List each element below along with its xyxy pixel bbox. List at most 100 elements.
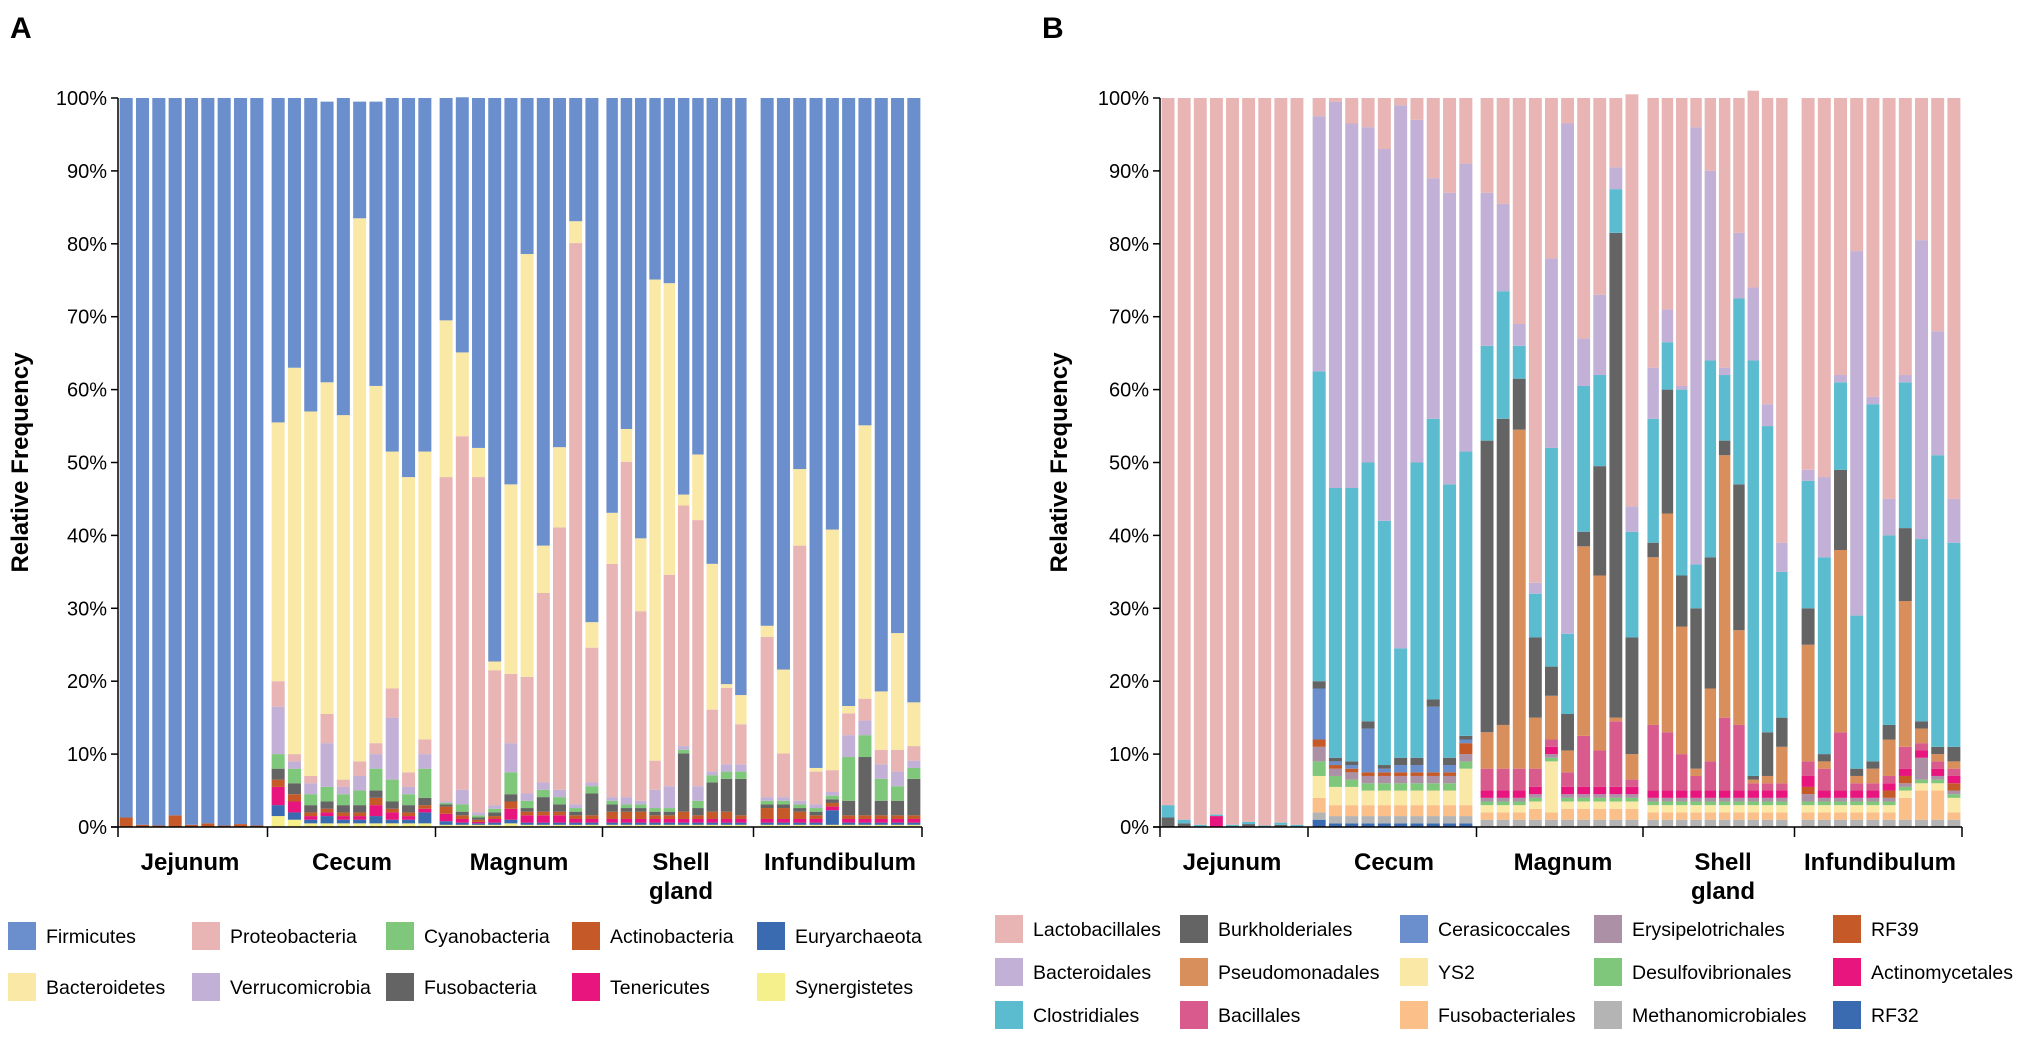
panel-a-chart: A Relative Frequency 0% 10% 20% 30% 40% 50% 60% 7…	[7, 12, 923, 1001]
bar-segment-cecum-5-bacteroidetes	[336, 415, 350, 780]
bar-segment-shell-gland-7-burkholderiales	[1733, 484, 1745, 631]
bar-segment-shell-gland-6-erysipelotrichales	[1718, 797, 1731, 802]
bar-segment-magnum-5-firmicutes	[504, 98, 518, 485]
bar-segment-shell-gland-9-proteobacteria	[720, 687, 733, 765]
bar-segment-shell-gland-9-desulfovibrionales	[1761, 801, 1774, 806]
bar-segment-cecum-7-tenericutes	[369, 805, 383, 817]
bar-segment-magnum-4-cyanobacteria	[488, 808, 502, 813]
bar-segment-infundibulum-7-clostridiales	[1898, 382, 1912, 529]
bar-segment-cecum-5-ys2	[1377, 790, 1391, 806]
bar-segment-magnum-9-fusobacteria	[569, 811, 583, 816]
legend-swatch-actinobacteria	[572, 922, 600, 950]
bar-segment-infundibulum-3-pseudomonadales	[1834, 549, 1847, 733]
bar-segment-shell-gland-1-actinomycetales	[1647, 790, 1659, 798]
bar-segment-shell-gland-8-cyanobacteria	[706, 775, 718, 783]
bar-segment-shell-gland-8-burkholderiales	[1747, 775, 1759, 780]
y-tick-label: 30%	[67, 598, 107, 620]
bar-segment-infundibulum-10-clostridiales	[1947, 542, 1961, 747]
bar-segment-shell-gland-9-cyanobacteria	[720, 771, 733, 779]
legend-swatch-burkholderiales	[1180, 915, 1208, 943]
y-tick-label: 20%	[1109, 671, 1149, 693]
bar-segment-shell-gland-4-bacillales	[1690, 775, 1702, 791]
bar-segment-magnum-5-cyanobacteria	[504, 772, 518, 795]
bar-segment-cecum-2-synergistetes	[287, 819, 301, 827]
bar-segment-jejunum-6-clostridiales	[1242, 821, 1256, 825]
bar-segment-magnum-5-methanomicrobiales	[1545, 819, 1558, 827]
legend-label-tenericutes: Tenericutes	[610, 977, 710, 999]
bar-segment-cecum-8-desulfovibrionales	[1426, 783, 1440, 791]
bar-segment-shell-gland-3-pseudomonadales	[1676, 626, 1688, 755]
legend-swatch-rf39	[1833, 915, 1861, 943]
bar-segment-shell-gland-1-proteobacteria	[606, 563, 618, 798]
bar-segment-magnum-2-methanomicrobiales	[1496, 819, 1510, 827]
bar-segment-cecum-3-desulfovibrionales	[1345, 779, 1359, 787]
bar-segment-shell-gland-9-verrucomicrobia	[720, 764, 733, 772]
bar-segment-infundibulum-5-verrucomicrobia	[825, 792, 839, 796]
bar-segment-shell-gland-6-lactobacillales	[1718, 98, 1731, 368]
bar-segment-shell-gland-1-bacteroidales	[1647, 367, 1659, 419]
bar-segment-magnum-1-bacteroidetes	[439, 320, 453, 478]
bar-segment-cecum-10-fusobacteriales	[1459, 805, 1473, 817]
bar-segment-cecum-2-bacteroidales	[1328, 101, 1342, 489]
bar-segment-infundibulum-4-synergistetes	[809, 824, 823, 827]
legend-label-euryarchaeota: Euryarchaeota	[795, 926, 922, 948]
bar-segment-shell-gland-6-ys2	[1718, 805, 1731, 813]
bar-segment-magnum-9-burkholderiales	[1609, 232, 1623, 718]
bar-segment-magnum-4-desulfovibrionales	[1528, 797, 1542, 802]
bar-segment-infundibulum-9-bacteroidales	[1931, 331, 1945, 456]
bar-segment-shell-gland-2-bacteroidetes	[620, 428, 633, 462]
bar-segment-shell-gland-10-actinobacteria	[735, 815, 747, 819]
bar-segment-infundibulum-3-actinobacteria	[793, 811, 807, 819]
bar-segment-magnum-8-cyanobacteria	[553, 797, 566, 805]
bar-segment-infundibulum-7-synergistetes	[858, 824, 872, 827]
y-tick-label: 80%	[1109, 234, 1149, 256]
bar-segment-magnum-5-proteobacteria	[504, 673, 518, 744]
bar-segment-cecum-1-synergistetes	[271, 816, 285, 827]
bar-segment-cecum-3-lactobacillales	[1345, 98, 1359, 124]
bar-segment-cecum-2-ys2	[1328, 786, 1342, 806]
bar-segment-infundibulum-5-methanomicrobiales	[1866, 819, 1880, 827]
y-tick-label: 0%	[78, 817, 107, 839]
bar-segment-magnum-6-pseudomonadales	[1561, 750, 1574, 773]
bar-segment-jejunum-1-firmicutes	[119, 98, 133, 818]
bar-segment-shell-gland-4-proteobacteria	[649, 760, 661, 790]
bar-segment-magnum-5-bacteroidales	[1545, 258, 1558, 448]
bar-segment-cecum-10-tenericutes	[418, 808, 432, 813]
bar-segment-cecum-4-bacteroidales	[1361, 127, 1375, 463]
bar-segment-infundibulum-9-burkholderiales	[1931, 746, 1945, 755]
bar-segment-cecum-6-desulfovibrionales	[1394, 783, 1408, 791]
bar-segment-shell-gland-10-verrucomicrobia	[735, 764, 747, 772]
bar-segment-infundibulum-6-bacteroidales	[1882, 498, 1896, 536]
bar-segment-infundibulum-6-euryarchaeota	[842, 822, 856, 825]
bar-segment-shell-gland-7-tenericutes	[692, 818, 704, 823]
bar-segment-magnum-7-actinobacteria	[536, 811, 550, 816]
bar-segment-magnum-8-methanomicrobiales	[1593, 819, 1607, 827]
bar-segment-infundibulum-1-rf39	[1801, 786, 1815, 795]
bar-segment-magnum-1-cyanobacteria	[439, 802, 453, 805]
legend-label-clostridiales: Clostridiales	[1033, 1005, 1139, 1027]
bar-segment-cecum-7-proteobacteria	[369, 743, 383, 755]
bar-segment-magnum-6-bacillales	[1561, 772, 1574, 787]
bar-segment-infundibulum-4-burkholderiales	[1850, 768, 1864, 776]
bar-segment-cecum-8-actinobacteria	[385, 808, 399, 813]
bar-segment-infundibulum-6-pseudomonadales	[1882, 739, 1896, 776]
bar-segment-cecum-10-clostridiales	[1459, 451, 1473, 736]
bar-segment-cecum-4-fusobacteria	[320, 801, 334, 809]
bar-segment-magnum-8-erysipelotrichales	[1593, 794, 1607, 798]
bar-segment-magnum-1-synergistetes	[439, 824, 453, 827]
bar-segment-cecum-9-actinobacteria	[402, 812, 416, 817]
bar-segment-cecum-5-proteobacteria	[336, 779, 350, 787]
bar-segment-shell-gland-6-cyanobacteria	[677, 749, 690, 754]
bar-segment-magnum-6-proteobacteria	[520, 676, 534, 794]
bar-segment-cecum-2-lactobacillales	[1328, 98, 1342, 102]
bar-segment-infundibulum-9-desulfovibrionales	[1931, 779, 1945, 784]
bar-segment-infundibulum-2-actinomycetales	[1817, 790, 1831, 798]
bar-segment-shell-gland-2-proteobacteria	[620, 461, 633, 798]
bar-segment-magnum-10-ys2	[1625, 801, 1639, 809]
bar-segment-magnum-9-bacillales	[1609, 721, 1623, 787]
bar-segment-infundibulum-7-rf39	[1898, 775, 1912, 784]
bar-segment-cecum-1-fusobacteria	[271, 768, 285, 780]
bar-segment-cecum-6-synergistetes	[353, 823, 367, 827]
bar-segment-infundibulum-2-burkholderiales	[1817, 754, 1831, 762]
bar-segment-shell-gland-8-ys2	[1747, 805, 1759, 813]
